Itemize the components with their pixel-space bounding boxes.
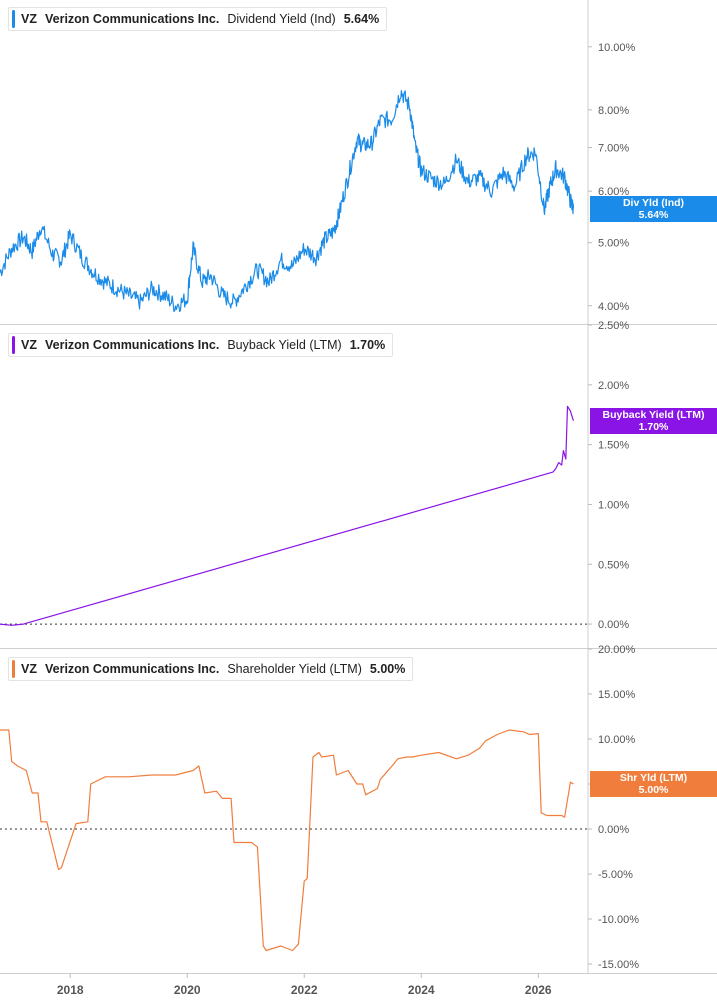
y-tick-label: -15.00% — [598, 959, 639, 971]
x-tick-label: 2020 — [174, 983, 201, 997]
legend-ticker: VZ — [21, 662, 37, 676]
y-tick-label: 8.00% — [598, 105, 629, 117]
series-line — [0, 405, 574, 626]
y-tick-label: 10.00% — [598, 42, 636, 54]
current-value-tag-buyback: Buyback Yield (LTM) 1.70% — [590, 407, 717, 434]
legend-metric: Dividend Yield (Ind) — [227, 12, 336, 26]
y-tick-label: 0.00% — [598, 824, 629, 836]
y-tick-label: 1.00% — [598, 499, 629, 511]
tag-label: Div Yld (Ind) — [622, 196, 685, 209]
tag-value: 5.00% — [638, 784, 669, 796]
series-color-swatch — [12, 660, 15, 678]
current-value-tag-shareholder: Shr Yld (LTM) 5.00% — [590, 771, 717, 797]
legend-ticker: VZ — [21, 12, 37, 26]
tag-value: 1.70% — [638, 420, 669, 433]
legend-buyback-yield: VZ Verizon Communications Inc. Buyback Y… — [8, 333, 394, 357]
tag-value: 5.64% — [638, 208, 669, 221]
x-tick-label: 2018 — [57, 983, 84, 997]
y-tick-label: 0.00% — [598, 619, 629, 631]
y-tick-label: 0.50% — [598, 559, 629, 571]
y-tick-label: 7.00% — [598, 143, 629, 155]
y-tick-label: 10.00% — [598, 734, 636, 746]
series-line — [0, 729, 574, 952]
series-line — [0, 89, 574, 312]
y-tick-label: 1.50% — [598, 440, 629, 452]
current-value-tag-dividend: Div Yld (Ind) 5.64% — [590, 195, 717, 222]
legend-shareholder-yield: VZ Verizon Communications Inc. Sharehold… — [8, 657, 414, 681]
tag-label: Shr Yld (LTM) — [619, 772, 688, 784]
x-tick-label: 2024 — [408, 983, 435, 997]
series-color-swatch — [12, 336, 15, 354]
x-tick-label: 2022 — [291, 983, 318, 997]
legend-value: 5.64% — [343, 12, 380, 26]
y-tick-label: -10.00% — [598, 914, 639, 926]
legend-value: 5.00% — [369, 662, 406, 676]
y-tick-label: 5.00% — [598, 238, 629, 250]
y-tick-label: 20.00% — [598, 644, 636, 656]
legend-metric: Shareholder Yield (LTM) — [227, 662, 362, 676]
y-tick-label: 2.00% — [598, 380, 629, 392]
legend-company: Verizon Communications Inc. — [44, 662, 220, 676]
y-tick-label: 6.00% — [598, 186, 629, 198]
y-tick-label: 15.00% — [598, 689, 636, 701]
x-tick-label: 2026 — [525, 983, 552, 997]
tag-label: Buyback Yield (LTM) — [602, 408, 705, 421]
y-tick-label: 4.00% — [598, 301, 629, 313]
y-tick-label: 2.50% — [598, 320, 629, 332]
legend-company: Verizon Communications Inc. — [44, 338, 220, 352]
legend-value: 1.70% — [349, 338, 386, 352]
y-tick-label: -5.00% — [598, 869, 633, 881]
legend-dividend-yield: VZ Verizon Communications Inc. Dividend … — [8, 7, 388, 31]
series-color-swatch — [12, 10, 15, 28]
legend-company: Verizon Communications Inc. — [44, 12, 220, 26]
legend-metric: Buyback Yield (LTM) — [227, 338, 342, 352]
legend-ticker: VZ — [21, 338, 37, 352]
